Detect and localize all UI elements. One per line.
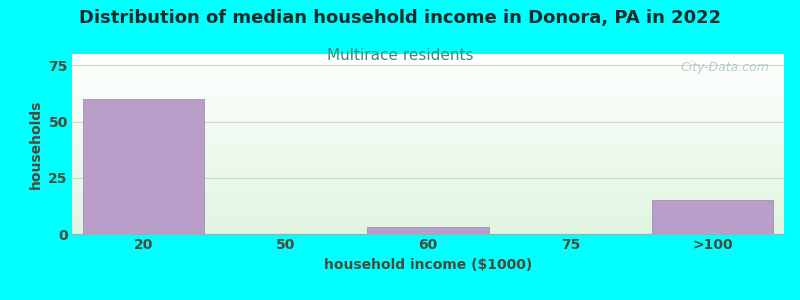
Y-axis label: households: households [29,99,42,189]
X-axis label: household income ($1000): household income ($1000) [324,258,532,272]
Bar [82,99,204,234]
Text: Distribution of median household income in Donora, PA in 2022: Distribution of median household income … [79,9,721,27]
Bar [652,200,774,234]
Bar [367,227,489,234]
Text: Multirace residents: Multirace residents [326,48,474,63]
Text: City-Data.com: City-Data.com [681,61,770,74]
